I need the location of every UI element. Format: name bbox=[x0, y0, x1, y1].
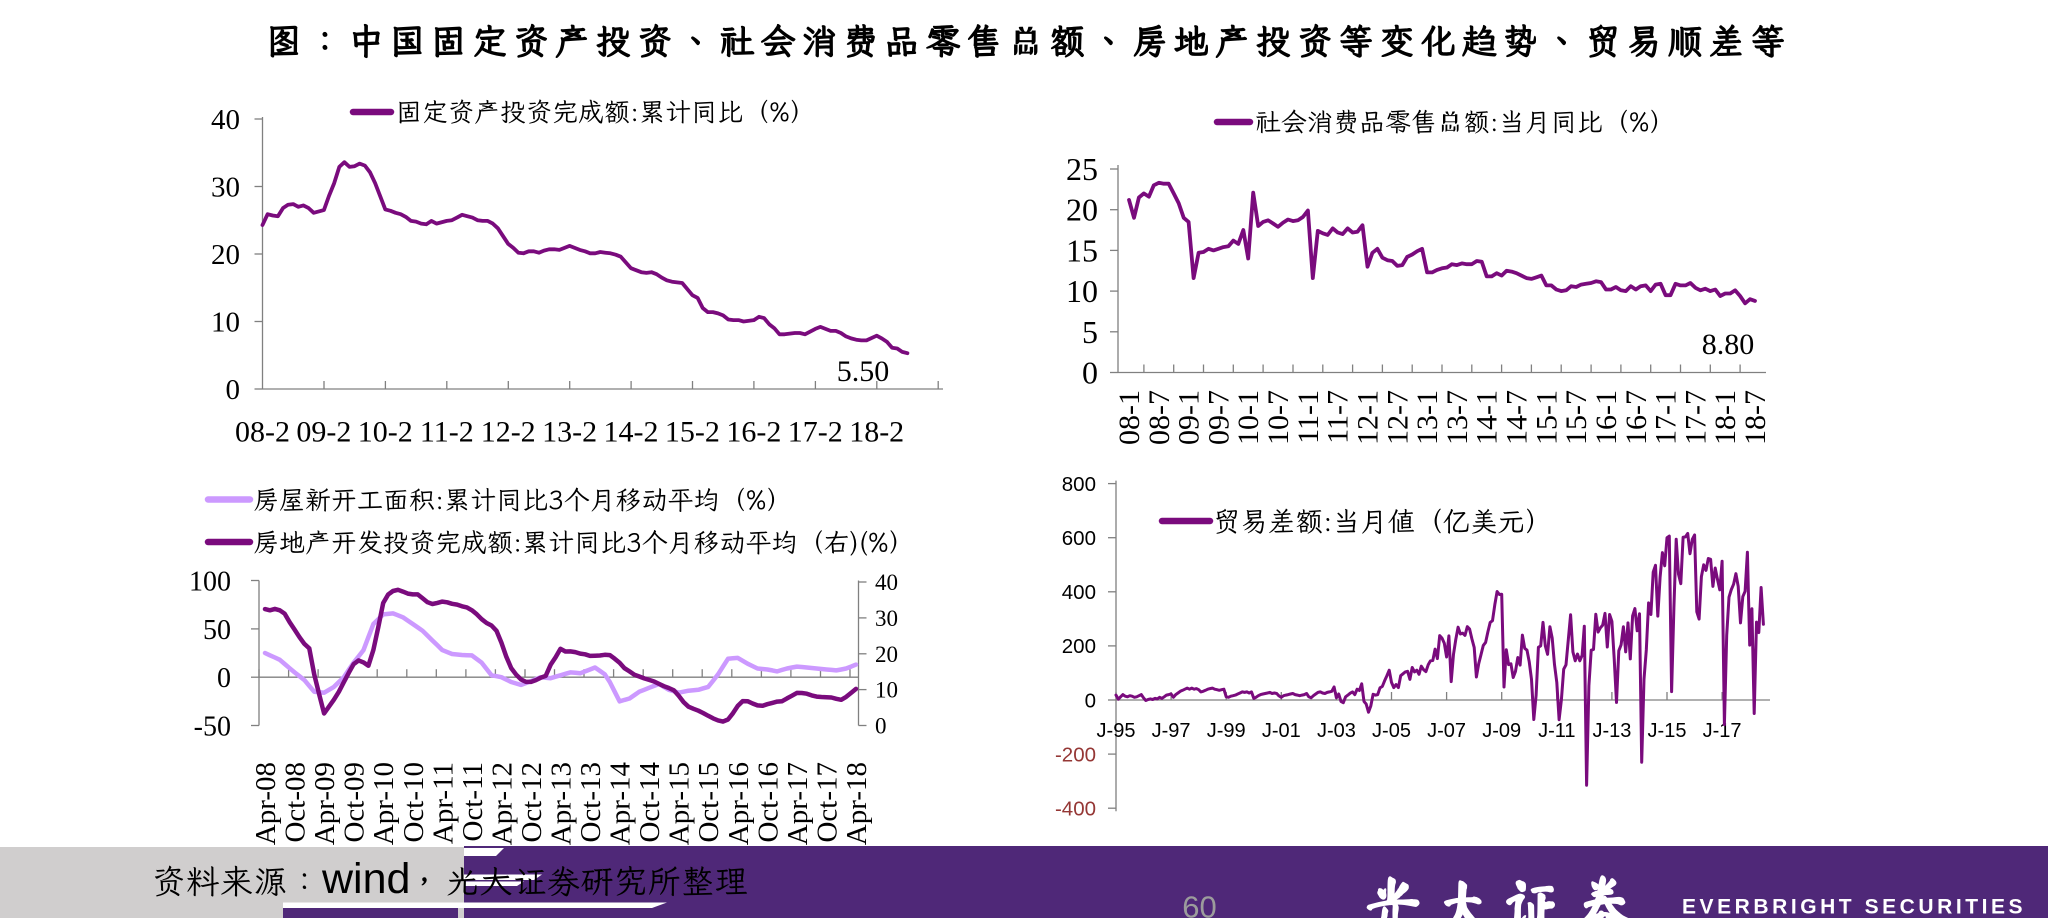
svg-text:J-95: J-95 bbox=[1097, 720, 1136, 742]
svg-text:09-1: 09-1 bbox=[1173, 390, 1206, 445]
svg-text:100: 100 bbox=[189, 567, 231, 598]
svg-text:0: 0 bbox=[875, 714, 887, 739]
svg-text:J-09: J-09 bbox=[1482, 720, 1521, 742]
svg-text:wind: wind bbox=[321, 855, 410, 903]
svg-text:15-7: 15-7 bbox=[1560, 390, 1593, 445]
svg-text:18-2: 18-2 bbox=[849, 416, 904, 449]
svg-text:8.80: 8.80 bbox=[1702, 328, 1755, 361]
svg-text:J-11: J-11 bbox=[1538, 720, 1575, 742]
svg-text:60: 60 bbox=[1182, 890, 1216, 918]
svg-text:11-1: 11-1 bbox=[1292, 390, 1325, 444]
svg-text:20: 20 bbox=[1066, 192, 1098, 228]
svg-text:13-1: 13-1 bbox=[1411, 390, 1444, 445]
svg-text:Oct-08: Oct-08 bbox=[280, 762, 312, 843]
svg-text:-200: -200 bbox=[1055, 743, 1096, 766]
svg-text:10-7: 10-7 bbox=[1262, 390, 1295, 445]
svg-text:0: 0 bbox=[217, 663, 231, 694]
svg-text:12-7: 12-7 bbox=[1381, 390, 1414, 445]
svg-text:25: 25 bbox=[1066, 151, 1098, 187]
svg-text:11-7: 11-7 bbox=[1322, 390, 1355, 444]
svg-text:Oct-14: Oct-14 bbox=[634, 762, 666, 843]
svg-text:20: 20 bbox=[875, 642, 898, 667]
svg-text:17-2: 17-2 bbox=[788, 416, 843, 449]
svg-text:10: 10 bbox=[211, 307, 240, 339]
svg-text:J-13: J-13 bbox=[1592, 720, 1631, 742]
svg-text:J-05: J-05 bbox=[1372, 720, 1411, 742]
svg-text:J-97: J-97 bbox=[1152, 720, 1191, 742]
svg-text:600: 600 bbox=[1062, 527, 1096, 550]
svg-text:10-1: 10-1 bbox=[1232, 390, 1265, 445]
svg-text:12-1: 12-1 bbox=[1352, 390, 1385, 445]
svg-text:10: 10 bbox=[875, 678, 898, 703]
svg-text:15-2: 15-2 bbox=[665, 416, 720, 449]
svg-text:08-7: 08-7 bbox=[1143, 390, 1176, 445]
svg-text:50: 50 bbox=[203, 615, 231, 646]
svg-text:Oct-12: Oct-12 bbox=[516, 762, 548, 843]
svg-text:Oct-10: Oct-10 bbox=[398, 762, 430, 843]
svg-text:Apr-13: Apr-13 bbox=[546, 762, 578, 845]
svg-text:11-2: 11-2 bbox=[420, 416, 474, 449]
svg-text:Apr-15: Apr-15 bbox=[664, 762, 696, 845]
svg-text:5: 5 bbox=[1082, 314, 1098, 350]
svg-text:08-1: 08-1 bbox=[1113, 390, 1146, 445]
svg-text:18-1: 18-1 bbox=[1709, 390, 1742, 445]
svg-text:09-7: 09-7 bbox=[1202, 390, 1235, 445]
svg-text:40: 40 bbox=[875, 570, 898, 595]
svg-text:-400: -400 bbox=[1055, 798, 1096, 821]
svg-text:0: 0 bbox=[1082, 355, 1098, 391]
svg-text:10: 10 bbox=[1066, 273, 1098, 309]
svg-text:30: 30 bbox=[875, 606, 898, 631]
svg-text:Apr-18: Apr-18 bbox=[841, 762, 873, 845]
svg-text:16-1: 16-1 bbox=[1590, 390, 1623, 445]
svg-text:800: 800 bbox=[1062, 473, 1096, 496]
svg-text:18-7: 18-7 bbox=[1739, 390, 1772, 445]
svg-text:40: 40 bbox=[211, 104, 240, 136]
svg-text:5.50: 5.50 bbox=[837, 355, 890, 388]
svg-text:13-2: 13-2 bbox=[542, 416, 597, 449]
svg-text:17-7: 17-7 bbox=[1679, 390, 1712, 445]
svg-text:0: 0 bbox=[226, 374, 241, 406]
svg-text:Oct-09: Oct-09 bbox=[339, 762, 371, 843]
svg-text:Oct-16: Oct-16 bbox=[752, 762, 784, 843]
svg-text:0: 0 bbox=[1085, 689, 1096, 712]
svg-text:Apr-09: Apr-09 bbox=[309, 762, 341, 845]
svg-text:J-01: J-01 bbox=[1262, 720, 1301, 742]
svg-text:14-2: 14-2 bbox=[604, 416, 659, 449]
svg-text:30: 30 bbox=[211, 172, 240, 204]
svg-text:J-03: J-03 bbox=[1317, 720, 1356, 742]
svg-text:-50: -50 bbox=[194, 712, 231, 743]
svg-text:16-2: 16-2 bbox=[726, 416, 781, 449]
svg-text:12-2: 12-2 bbox=[481, 416, 536, 449]
svg-text:Apr-08: Apr-08 bbox=[250, 762, 282, 845]
svg-text:EVERBRIGHT SECURITIES: EVERBRIGHT SECURITIES bbox=[1682, 896, 2026, 918]
svg-text:20: 20 bbox=[211, 239, 240, 271]
svg-text:200: 200 bbox=[1062, 635, 1096, 658]
svg-text:J-17: J-17 bbox=[1703, 720, 1742, 742]
svg-text:Apr-16: Apr-16 bbox=[723, 762, 755, 845]
svg-text:14-7: 14-7 bbox=[1501, 390, 1534, 445]
svg-text:13-7: 13-7 bbox=[1441, 390, 1474, 445]
svg-text:J-99: J-99 bbox=[1207, 720, 1246, 742]
svg-text:10-2: 10-2 bbox=[358, 416, 413, 449]
svg-text:15-1: 15-1 bbox=[1530, 390, 1563, 445]
svg-text:Apr-10: Apr-10 bbox=[368, 762, 400, 845]
svg-text:400: 400 bbox=[1062, 581, 1096, 604]
svg-text:16-7: 16-7 bbox=[1620, 390, 1653, 445]
svg-text:09-2: 09-2 bbox=[296, 416, 351, 449]
svg-text:Apr-14: Apr-14 bbox=[605, 762, 637, 846]
svg-text:Apr-12: Apr-12 bbox=[486, 762, 518, 845]
svg-text:J-15: J-15 bbox=[1648, 720, 1687, 742]
svg-text:17-1: 17-1 bbox=[1650, 390, 1683, 445]
svg-text:15: 15 bbox=[1066, 232, 1098, 268]
svg-text:Apr-11: Apr-11 bbox=[427, 762, 459, 844]
svg-text:Oct-15: Oct-15 bbox=[693, 762, 725, 843]
svg-text:08-2: 08-2 bbox=[235, 416, 290, 449]
svg-text:Oct-13: Oct-13 bbox=[575, 762, 607, 843]
svg-text:14-1: 14-1 bbox=[1471, 390, 1504, 445]
svg-text:Oct-11: Oct-11 bbox=[457, 762, 489, 841]
svg-text:Oct-17: Oct-17 bbox=[811, 762, 843, 843]
svg-text:Apr-17: Apr-17 bbox=[782, 762, 814, 845]
svg-text:J-07: J-07 bbox=[1427, 720, 1466, 742]
